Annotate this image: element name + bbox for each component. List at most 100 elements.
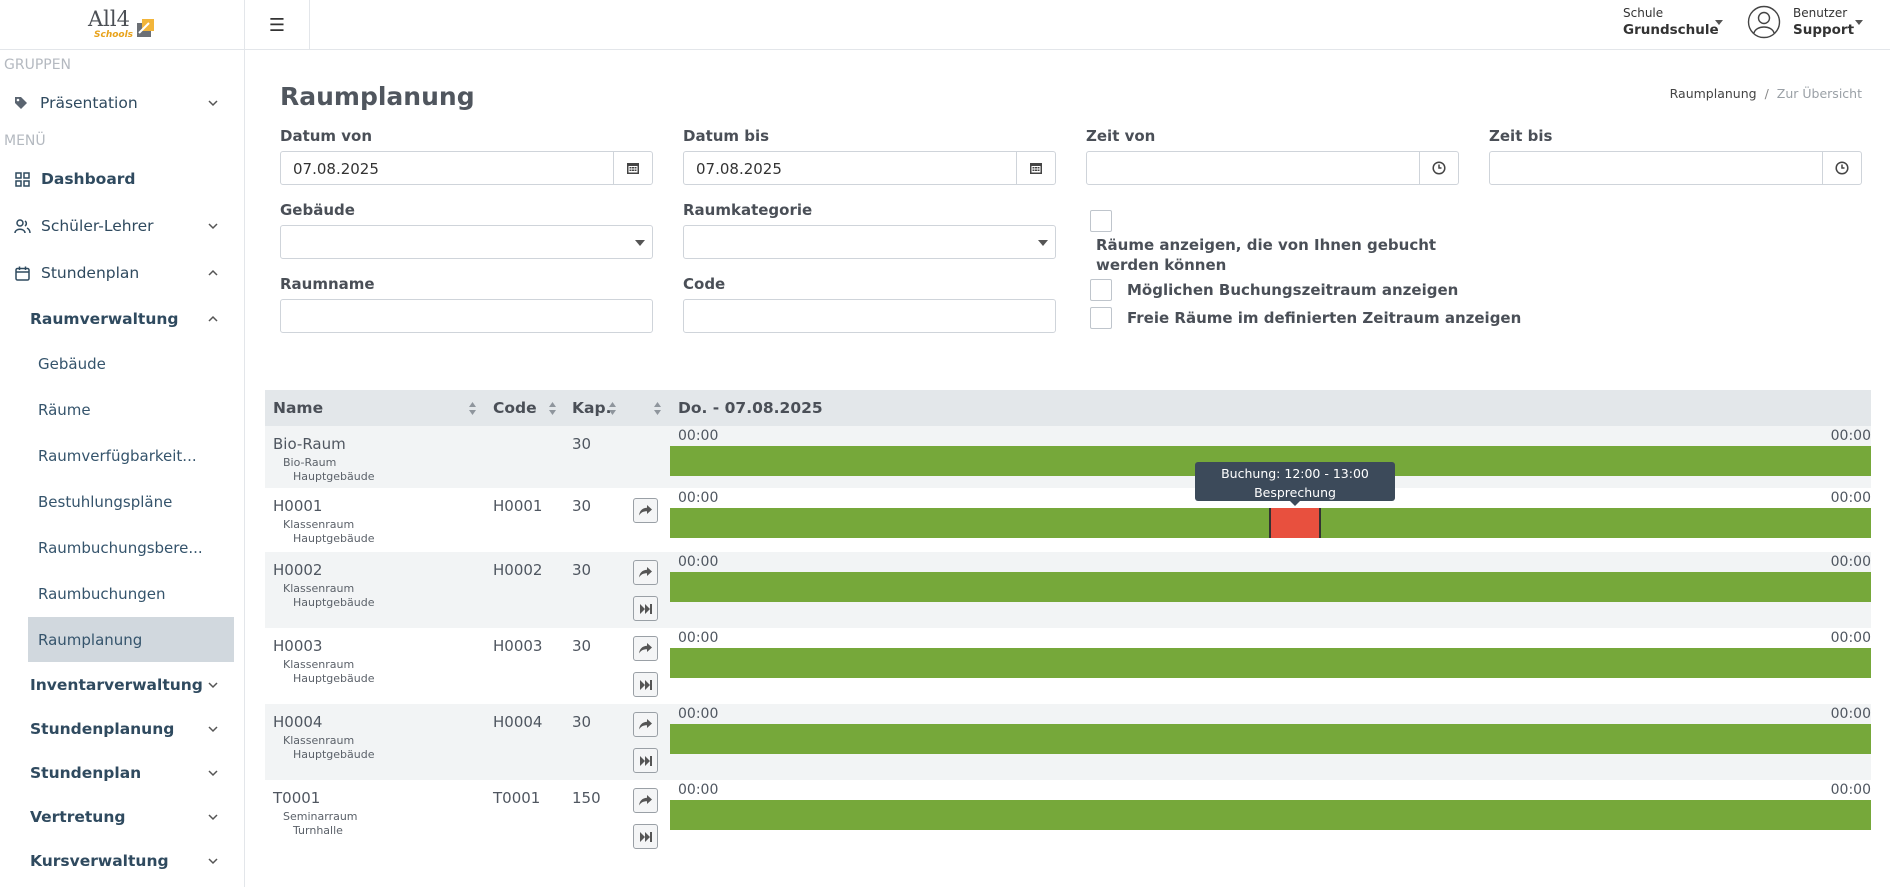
column-header-name[interactable]: Name (273, 399, 324, 417)
booking-period-checkbox[interactable] (1090, 279, 1112, 301)
column-header-code[interactable]: Code (493, 399, 537, 417)
timeline-end-label: 00:00 (1830, 490, 1871, 506)
sidebar-item-stundenplan[interactable]: Stundenplan (0, 762, 245, 784)
time-picker-button[interactable] (1419, 152, 1458, 184)
sidebar-item-inventarverwaltung[interactable]: Inventarverwaltung (0, 674, 245, 696)
room-category: Klassenraum (283, 658, 355, 671)
chevron-up-icon (208, 269, 218, 276)
sidebar-item-label: Präsentation (40, 94, 138, 112)
sort-icon[interactable] (653, 401, 662, 416)
sidebar-item-gebaeude[interactable]: Gebäude (0, 353, 245, 375)
free-rooms-label: Freie Räume im definierten Zeitraum anze… (1127, 309, 1522, 327)
availability-timeline[interactable] (670, 648, 1871, 678)
chevron-up-icon (208, 315, 218, 322)
room-name: H0002 (273, 561, 323, 579)
code-input[interactable] (683, 299, 1056, 333)
column-header-capacity[interactable]: Kap. (572, 399, 612, 417)
availability-timeline[interactable] (670, 508, 1871, 538)
sidebar-item-stundenplan-group[interactable]: Stundenplan (0, 262, 245, 284)
share-arrow-icon (639, 505, 652, 516)
room-name: Bio-Raum (273, 435, 346, 453)
sidebar-item-dashboard[interactable]: Dashboard (0, 168, 245, 190)
room-building: Hauptgebäude (293, 532, 375, 545)
book-room-button[interactable] (633, 636, 658, 661)
timeline-start-label: 00:00 (678, 706, 719, 722)
logo-text: All4 (88, 6, 130, 31)
raumname-input[interactable] (280, 299, 653, 333)
user-menu[interactable]: Benutzer Support (1793, 5, 1854, 39)
sidebar-item-bestuhlungsplaene[interactable]: Bestuhlungspläne (0, 491, 245, 513)
sidebar-item-raumverfuegbarkeit[interactable]: Raumverfügbarkeit... (0, 445, 245, 467)
availability-timeline[interactable] (670, 724, 1871, 754)
datum-von-field[interactable]: 07.08.2025 (280, 151, 653, 185)
sidebar-item-raumplanung[interactable]: Raumplanung (0, 629, 245, 651)
room-code: H0001 (493, 497, 543, 515)
timeline-end-label: 00:00 (1830, 428, 1871, 444)
fast-forward-button[interactable] (633, 672, 658, 697)
datum-bis-label: Datum bis (683, 127, 770, 145)
menu-toggle-button[interactable]: ☰ (245, 0, 310, 50)
fast-forward-button[interactable] (633, 748, 658, 773)
logo-area[interactable]: All4 Schools (0, 0, 244, 50)
sidebar-item-praesentation[interactable]: Präsentation (0, 92, 245, 114)
book-room-button[interactable] (633, 712, 658, 737)
book-room-button[interactable] (633, 788, 658, 813)
sort-icon[interactable] (468, 401, 477, 416)
booking-block[interactable] (1269, 508, 1321, 538)
book-room-button[interactable] (633, 560, 658, 585)
fast-forward-icon (639, 603, 652, 614)
sidebar-item-schueler-lehrer[interactable]: Schüler-Lehrer (0, 215, 245, 237)
school-selector[interactable]: Schule Grundschule (1623, 5, 1719, 39)
sidebar-item-label: Gebäude (38, 355, 106, 373)
tag-icon (12, 94, 30, 112)
sort-icon[interactable] (608, 401, 617, 416)
menu-section-label: MENÜ (4, 133, 46, 149)
sidebar-item-raumverwaltung[interactable]: Raumverwaltung (0, 308, 245, 330)
chevron-down-icon (208, 100, 218, 107)
sidebar-item-raeume[interactable]: Räume (0, 399, 245, 421)
zeit-von-field[interactable] (1086, 151, 1459, 185)
sort-icon[interactable] (548, 401, 557, 416)
bookable-rooms-checkbox[interactable] (1090, 210, 1112, 232)
user-caret-icon (1855, 20, 1863, 25)
time-picker-button[interactable] (1822, 152, 1861, 184)
timeline-start-label: 00:00 (678, 490, 719, 506)
calendar-picker-button[interactable] (613, 152, 652, 184)
sidebar-item-vertretung[interactable]: Vertretung (0, 806, 245, 828)
code-label: Code (683, 275, 726, 293)
user-value: Support (1793, 22, 1855, 38)
zeit-bis-field[interactable] (1489, 151, 1862, 185)
calendar-picker-button[interactable] (1016, 152, 1055, 184)
sidebar-item-label: Stundenplan (41, 264, 140, 282)
breadcrumb-current: Raumplanung (1669, 86, 1757, 101)
room-building: Hauptgebäude (293, 596, 375, 609)
logo-subtext: Schools (94, 29, 134, 40)
sidebar-item-raumbuchungen[interactable]: Raumbuchungen (0, 583, 245, 605)
hamburger-icon: ☰ (268, 14, 286, 36)
book-room-button[interactable] (633, 498, 658, 523)
datum-von-label: Datum von (280, 127, 373, 145)
sidebar-item-label: Raumplanung (38, 631, 143, 649)
user-avatar-icon[interactable] (1747, 5, 1781, 39)
clock-icon (1835, 161, 1849, 175)
fast-forward-button[interactable] (633, 596, 658, 621)
fast-forward-button[interactable] (633, 824, 658, 849)
table-row: H0004 Klassenraum Hauptgebäude H0004 30 … (265, 704, 1871, 780)
clock-icon (1432, 161, 1446, 175)
gebaeude-select[interactable] (280, 225, 653, 259)
availability-timeline[interactable] (670, 800, 1871, 830)
raumkategorie-select[interactable] (683, 225, 1056, 259)
sidebar-item-raumbuchungsbereiche[interactable]: Raumbuchungsbere... (0, 537, 245, 559)
free-rooms-checkbox[interactable] (1090, 307, 1112, 329)
breadcrumb-separator: / (1764, 86, 1769, 101)
room-name: H0004 (273, 713, 323, 731)
sidebar-item-kursverwaltung[interactable]: Kursverwaltung (0, 850, 245, 872)
datum-bis-field[interactable]: 07.08.2025 (683, 151, 1056, 185)
chevron-down-icon (208, 858, 218, 865)
chevron-down-icon (208, 814, 218, 821)
availability-timeline[interactable] (670, 572, 1871, 602)
sidebar-item-stundenplanung[interactable]: Stundenplanung (0, 718, 245, 740)
sidebar: All4 Schools GRUPPEN Präsentation MENÜ D… (0, 0, 245, 887)
breadcrumb-link-overview[interactable]: Zur Übersicht (1776, 86, 1862, 101)
timeline-end-label: 00:00 (1830, 630, 1871, 646)
